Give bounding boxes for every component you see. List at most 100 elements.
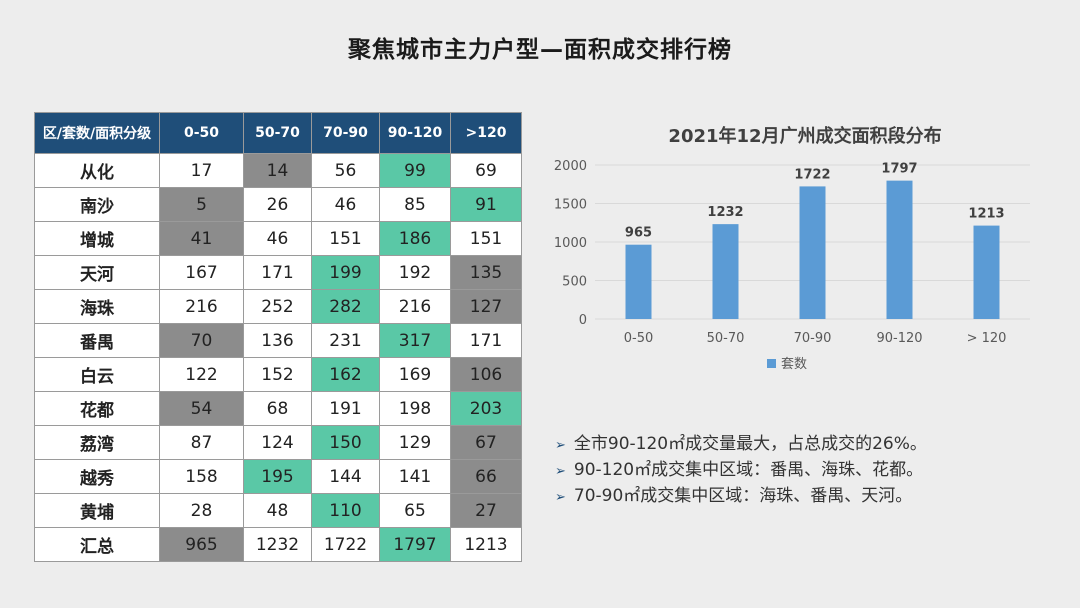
row-district-name: 花都 xyxy=(34,391,160,426)
table-cell: 171 xyxy=(450,323,522,358)
table-cell: 91 xyxy=(450,187,522,222)
table-cell: 69 xyxy=(450,153,522,188)
row-district-name: 天河 xyxy=(34,255,160,290)
table-cell: 135 xyxy=(450,255,522,290)
table-cell: 48 xyxy=(243,493,312,528)
table-row: 番禺 70 136 231 317 171 xyxy=(34,323,522,358)
chart-area: 2021年12月广州成交面积段分布 0 500 1000 1500 2000 965 0-50… xyxy=(545,115,1045,385)
table-cell: 5 xyxy=(159,187,244,222)
bullet-text: 全市90-120㎡成交量最大，占总成交的26%。 xyxy=(573,434,927,454)
data-label: 965 xyxy=(625,226,652,241)
y-tick-label: 1500 xyxy=(554,198,587,213)
x-tick-label: 90-120 xyxy=(876,331,922,346)
table-cell: 85 xyxy=(379,187,451,222)
table-row: 增城 41 46 151 186 151 xyxy=(34,221,522,256)
table-cell: 127 xyxy=(450,289,522,324)
table-row: 海珠 216 252 282 216 127 xyxy=(34,289,522,324)
table-cell: 162 xyxy=(311,357,380,392)
table-row: 黄埔 28 48 110 65 27 xyxy=(34,493,522,528)
x-tick-label: 70-90 xyxy=(794,331,832,346)
header-70-90: 70-90 xyxy=(311,112,380,154)
row-district-name: 黄埔 xyxy=(34,493,160,528)
header-district: 区/套数/面积分级 xyxy=(34,112,160,154)
table-cell: 66 xyxy=(450,459,522,494)
table-cell: 124 xyxy=(243,425,312,460)
table-body: 从化 17 14 56 99 69 南沙 5 26 46 85 91 增城 41 46 151 186 151 天河… xyxy=(34,153,522,562)
bullet-item: ➢ 70-90㎡成交集中区域：海珠、番禺、天河。 xyxy=(555,484,927,510)
bar xyxy=(973,225,1000,319)
table-cell: 282 xyxy=(311,289,380,324)
table-row: 汇总 965 1232 1722 1797 1213 xyxy=(34,527,522,562)
table-cell: 198 xyxy=(379,391,451,426)
header-120-plus: >120 xyxy=(450,112,522,154)
row-district-name: 番禺 xyxy=(34,323,160,358)
table-cell: 17 xyxy=(159,153,244,188)
table-cell: 150 xyxy=(311,425,380,460)
table-cell: 122 xyxy=(159,357,244,392)
row-district-name: 越秀 xyxy=(34,459,160,494)
table-cell: 152 xyxy=(243,357,312,392)
table-cell: 1232 xyxy=(243,527,312,562)
area-ranking-table: 区/套数/面积分级 0-50 50-70 70-90 90-120 >120 从… xyxy=(34,112,522,562)
table-row: 越秀 158 195 144 141 66 xyxy=(34,459,522,494)
table-cell: 27 xyxy=(450,493,522,528)
bar xyxy=(886,180,913,319)
bullet-text: 70-90㎡成交集中区域：海珠、番禺、天河。 xyxy=(573,486,913,506)
table-cell: 67 xyxy=(450,425,522,460)
bar xyxy=(712,224,739,319)
table-cell: 141 xyxy=(379,459,451,494)
table-cell: 192 xyxy=(379,255,451,290)
table-cell: 136 xyxy=(243,323,312,358)
data-label: 1232 xyxy=(707,205,743,220)
table-cell: 68 xyxy=(243,391,312,426)
bullet-list: ➢ 全市90-120㎡成交量最大，占总成交的26%。 ➢ 90-120㎡成交集中区域… xyxy=(555,432,927,510)
row-district-name: 南沙 xyxy=(34,187,160,222)
table-row: 花都 54 68 191 198 203 xyxy=(34,391,522,426)
table-cell: 14 xyxy=(243,153,312,188)
table-cell: 1797 xyxy=(379,527,451,562)
row-district-name: 白云 xyxy=(34,357,160,392)
legend-label: 套数 xyxy=(781,356,807,372)
table-cell: 186 xyxy=(379,221,451,256)
y-tick-label: 1000 xyxy=(554,236,587,251)
header-50-70: 50-70 xyxy=(243,112,312,154)
y-tick-label: 500 xyxy=(562,275,587,290)
x-tick-label: 0-50 xyxy=(624,331,654,346)
table-cell: 41 xyxy=(159,221,244,256)
bullet-text: 90-120㎡成交集中区域：番禺、海珠、花都。 xyxy=(573,460,924,480)
table-cell: 151 xyxy=(311,221,380,256)
bar-chart: 2021年12月广州成交面积段分布 0 500 1000 1500 2000 965 0-50… xyxy=(554,125,1030,372)
table-row: 天河 167 171 199 192 135 xyxy=(34,255,522,290)
table-cell: 110 xyxy=(311,493,380,528)
arrow-icon: ➢ xyxy=(555,438,566,453)
x-tick-label: 50-70 xyxy=(707,331,745,346)
table-cell: 54 xyxy=(159,391,244,426)
table-cell: 46 xyxy=(311,187,380,222)
table-cell: 191 xyxy=(311,391,380,426)
table-cell: 216 xyxy=(159,289,244,324)
bar xyxy=(799,186,826,319)
x-tick-label: > 120 xyxy=(967,331,1007,346)
table-cell: 28 xyxy=(159,493,244,528)
table-cell: 70 xyxy=(159,323,244,358)
table-row: 从化 17 14 56 99 69 xyxy=(34,153,522,188)
arrow-icon: ➢ xyxy=(555,464,566,479)
table-cell: 1213 xyxy=(450,527,522,562)
table-cell: 46 xyxy=(243,221,312,256)
table-row: 南沙 5 26 46 85 91 xyxy=(34,187,522,222)
table-cell: 158 xyxy=(159,459,244,494)
table-row: 白云 122 152 162 169 106 xyxy=(34,357,522,392)
table-cell: 56 xyxy=(311,153,380,188)
table-cell: 199 xyxy=(311,255,380,290)
table-cell: 87 xyxy=(159,425,244,460)
table-cell: 99 xyxy=(379,153,451,188)
table-header-row: 区/套数/面积分级 0-50 50-70 70-90 90-120 >120 xyxy=(34,112,522,154)
table-cell: 965 xyxy=(159,527,244,562)
table-cell: 65 xyxy=(379,493,451,528)
bullet-item: ➢ 90-120㎡成交集中区域：番禺、海珠、花都。 xyxy=(555,458,927,484)
table-row: 荔湾 87 124 150 129 67 xyxy=(34,425,522,460)
data-label: 1213 xyxy=(968,207,1004,222)
table-cell: 231 xyxy=(311,323,380,358)
legend-swatch xyxy=(767,359,776,368)
table-cell: 167 xyxy=(159,255,244,290)
